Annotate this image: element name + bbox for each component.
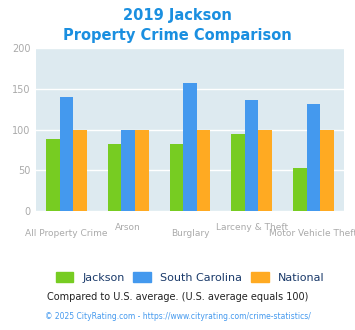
Text: Larceny & Theft: Larceny & Theft: [215, 223, 288, 232]
Bar: [307, 104, 320, 211]
Bar: [293, 168, 307, 211]
Bar: [135, 130, 148, 211]
Text: Arson: Arson: [115, 223, 141, 232]
Legend: Jackson, South Carolina, National: Jackson, South Carolina, National: [51, 268, 329, 287]
Bar: [183, 83, 197, 211]
Bar: [320, 130, 334, 211]
Text: Property Crime Comparison: Property Crime Comparison: [63, 28, 292, 43]
Bar: [108, 144, 121, 211]
Bar: [121, 130, 135, 211]
Text: © 2025 CityRating.com - https://www.cityrating.com/crime-statistics/: © 2025 CityRating.com - https://www.city…: [45, 312, 310, 321]
Bar: [170, 144, 183, 211]
Text: 2019 Jackson: 2019 Jackson: [123, 8, 232, 23]
Bar: [46, 139, 60, 211]
Bar: [197, 130, 210, 211]
Bar: [60, 97, 73, 211]
Text: Compared to U.S. average. (U.S. average equals 100): Compared to U.S. average. (U.S. average …: [47, 292, 308, 302]
Bar: [231, 134, 245, 211]
Bar: [73, 130, 87, 211]
Bar: [245, 100, 258, 211]
Bar: [258, 130, 272, 211]
Text: Burglary: Burglary: [171, 229, 209, 238]
Text: All Property Crime: All Property Crime: [25, 229, 108, 238]
Text: Motor Vehicle Theft: Motor Vehicle Theft: [269, 229, 355, 238]
